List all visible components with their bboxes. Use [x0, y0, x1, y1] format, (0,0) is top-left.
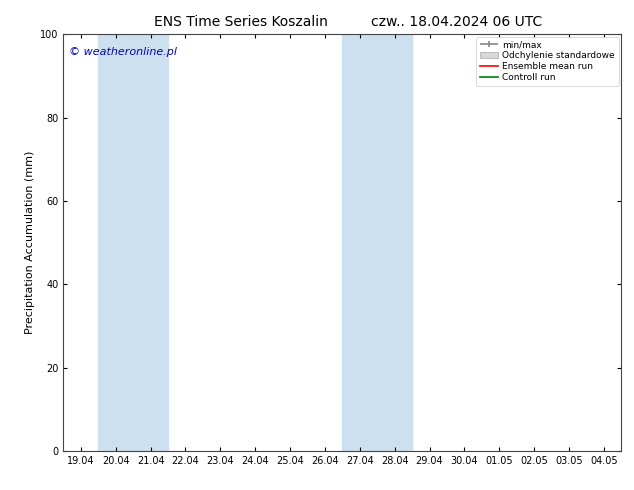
Y-axis label: Precipitation Accumulation (mm): Precipitation Accumulation (mm)	[25, 151, 35, 334]
Bar	[98, 34, 168, 451]
Legend: min/max, Odchylenie standardowe, Ensemble mean run, Controll run: min/max, Odchylenie standardowe, Ensembl…	[476, 37, 619, 86]
Bar	[342, 34, 412, 451]
Text: © weatheronline.pl: © weatheronline.pl	[69, 47, 177, 57]
Text: czw.. 18.04.2024 06 UTC: czw.. 18.04.2024 06 UTC	[371, 15, 542, 29]
Text: ENS Time Series Koszalin: ENS Time Series Koszalin	[154, 15, 328, 29]
